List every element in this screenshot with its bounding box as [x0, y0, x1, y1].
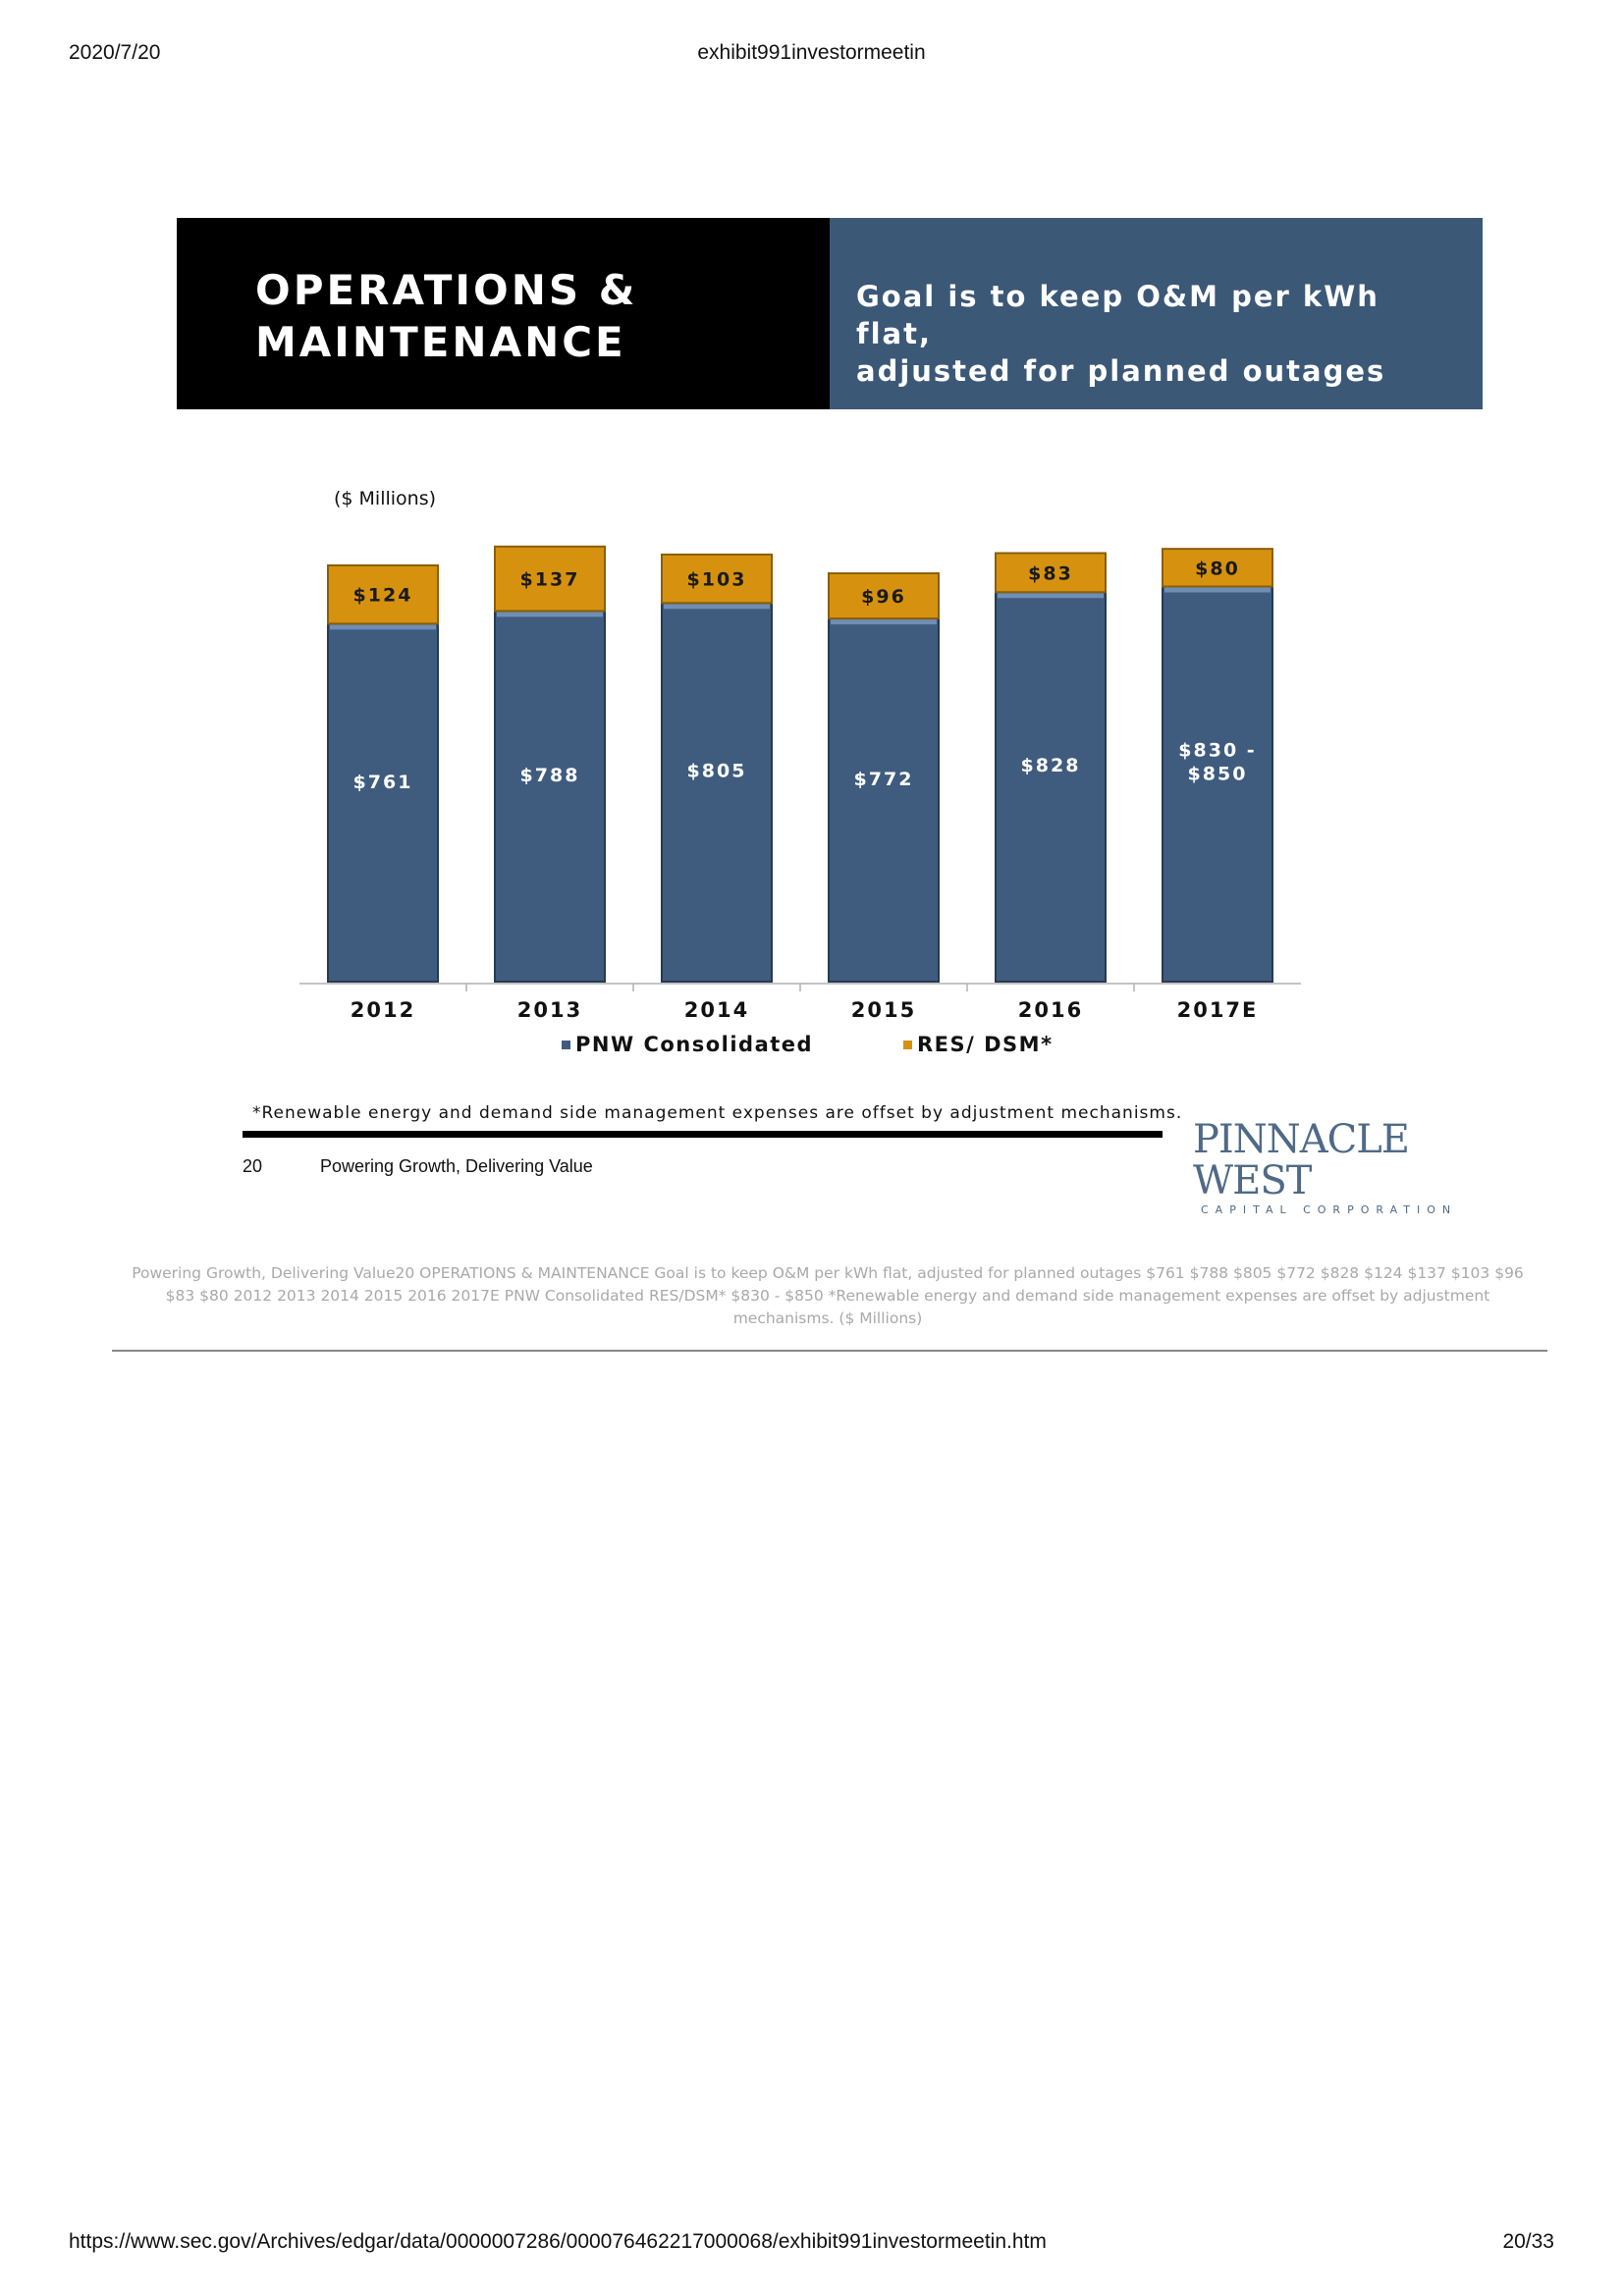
bar-pnw-consolidated-2012	[327, 622, 439, 984]
goal-line2: adjusted for planned outages	[856, 354, 1386, 388]
bar-pnw-consolidated-2017E	[1162, 585, 1273, 983]
pinnacle-west-logo: PINNACLE WEST CAPITAL CORPORATION	[1193, 1119, 1468, 1216]
bar-pnw-consolidated-2016	[995, 591, 1107, 983]
x-axis-ticks: 2012 2013 2014 2015 2016 2017E	[351, 984, 1259, 1022]
x-tick-label-2016: 2016	[1018, 998, 1083, 1022]
bar-res-dsm-2013	[494, 545, 606, 613]
res-dsm-value-label-2013: $137	[520, 569, 580, 591]
legend-label-res-dsm: RES/ DSM*	[917, 1033, 1054, 1056]
res-dsm-value-label-2012: $124	[353, 585, 413, 607]
goal-statement: Goal is to keep O&M per kWh flat, adjust…	[856, 278, 1465, 390]
res-dsm-value-label-2015: $96	[861, 586, 906, 608]
page-divider	[112, 1350, 1547, 1352]
x-tick-label-2014: 2014	[684, 998, 749, 1022]
bar-res-dsm-2016	[995, 552, 1107, 594]
pnw-value-label-2013: $788	[520, 765, 580, 786]
logo-subtitle: CAPITAL CORPORATION	[1201, 1203, 1458, 1216]
pnw-value-label-2015: $772	[854, 769, 914, 790]
x-tick-label-2013: 2013	[517, 998, 582, 1022]
x-tick-label-2012: 2012	[351, 998, 415, 1022]
bar-pnw-highlight-2013	[497, 612, 603, 617]
print-date: 2020/7/20	[69, 41, 161, 64]
bar-pnw-highlight-2017E	[1164, 587, 1271, 593]
banner-goal-panel: Goal is to keep O&M per kWh flat, adjust…	[830, 218, 1483, 409]
legend-swatch-res-dsm	[903, 1041, 912, 1049]
chart-legend: PNW Consolidated RES/ DSM*	[562, 1033, 1054, 1056]
chart-unit-label: ($ Millions)	[334, 488, 436, 509]
goal-line1: Goal is to keep O&M per kWh flat,	[856, 280, 1380, 350]
pnw-value-label-2014: $805	[687, 761, 747, 782]
bar-pnw-consolidated-2015	[828, 617, 940, 983]
source-url: https://www.sec.gov/Archives/edgar/data/…	[69, 2230, 1047, 2253]
bar-pnw-consolidated-2014	[661, 602, 773, 983]
bar-pnw-highlight-2016	[998, 593, 1104, 599]
pnw-value-label-2017E: $830 -$850	[1178, 740, 1256, 785]
page-indicator: 20/33	[1502, 2230, 1554, 2253]
slide-title-line1: OPERATIONS &	[255, 266, 638, 314]
bar-res-dsm-2012	[327, 563, 439, 625]
bar-pnw-consolidated-2013	[494, 610, 606, 984]
pnw-value-label-2016: $828	[1021, 755, 1081, 776]
res-dsm-value-label-2016: $83	[1028, 562, 1073, 584]
om-stacked-bar-chart: ($ Millions) $124 $761 $137 $788 $103 $805 $96…	[299, 488, 1301, 1056]
footer-rule	[243, 1131, 1163, 1138]
banner-title-panel: OPERATIONS & MAINTENANCE	[177, 218, 830, 409]
bar-pnw-highlight-2014	[664, 604, 770, 610]
slide-alt-text: Powering Growth, Delivering Value20 OPER…	[132, 1264, 1524, 1327]
bar-res-dsm-2015	[828, 572, 940, 620]
x-tick-label-2017E: 2017E	[1177, 998, 1259, 1022]
legend-swatch-pnw-consolidated	[562, 1041, 570, 1049]
logo-name: PINNACLE WEST	[1193, 1117, 1410, 1203]
bar-pnw-highlight-2015	[831, 619, 937, 625]
document-title: exhibit991investormeetin	[697, 41, 926, 64]
slide-tagline: Powering Growth, Delivering Value	[320, 1156, 593, 1176]
bar-pnw-highlight-2012	[330, 624, 436, 630]
x-tick-label-2015: 2015	[851, 998, 916, 1022]
slide-title: OPERATIONS & MAINTENANCE	[255, 264, 805, 368]
bars-group: $124 $761 $137 $788 $103 $805 $96 $772 $83 $828 $8…	[327, 545, 1273, 984]
legend-label-pnw-consolidated: PNW Consolidated	[575, 1033, 813, 1056]
bar-res-dsm-2017E	[1162, 548, 1273, 588]
res-dsm-value-label-2014: $103	[687, 569, 747, 591]
res-dsm-value-label-2017E: $80	[1195, 558, 1240, 579]
slide-title-line2: MAINTENANCE	[255, 318, 626, 366]
bar-res-dsm-2014	[661, 553, 773, 605]
pnw-value-label-2012: $761	[353, 772, 413, 793]
slide-banner: OPERATIONS & MAINTENANCE Goal is to keep…	[177, 218, 1483, 409]
slide-page-number: 20	[243, 1156, 263, 1176]
footnote: *Renewable energy and demand side manage…	[252, 1103, 1183, 1123]
